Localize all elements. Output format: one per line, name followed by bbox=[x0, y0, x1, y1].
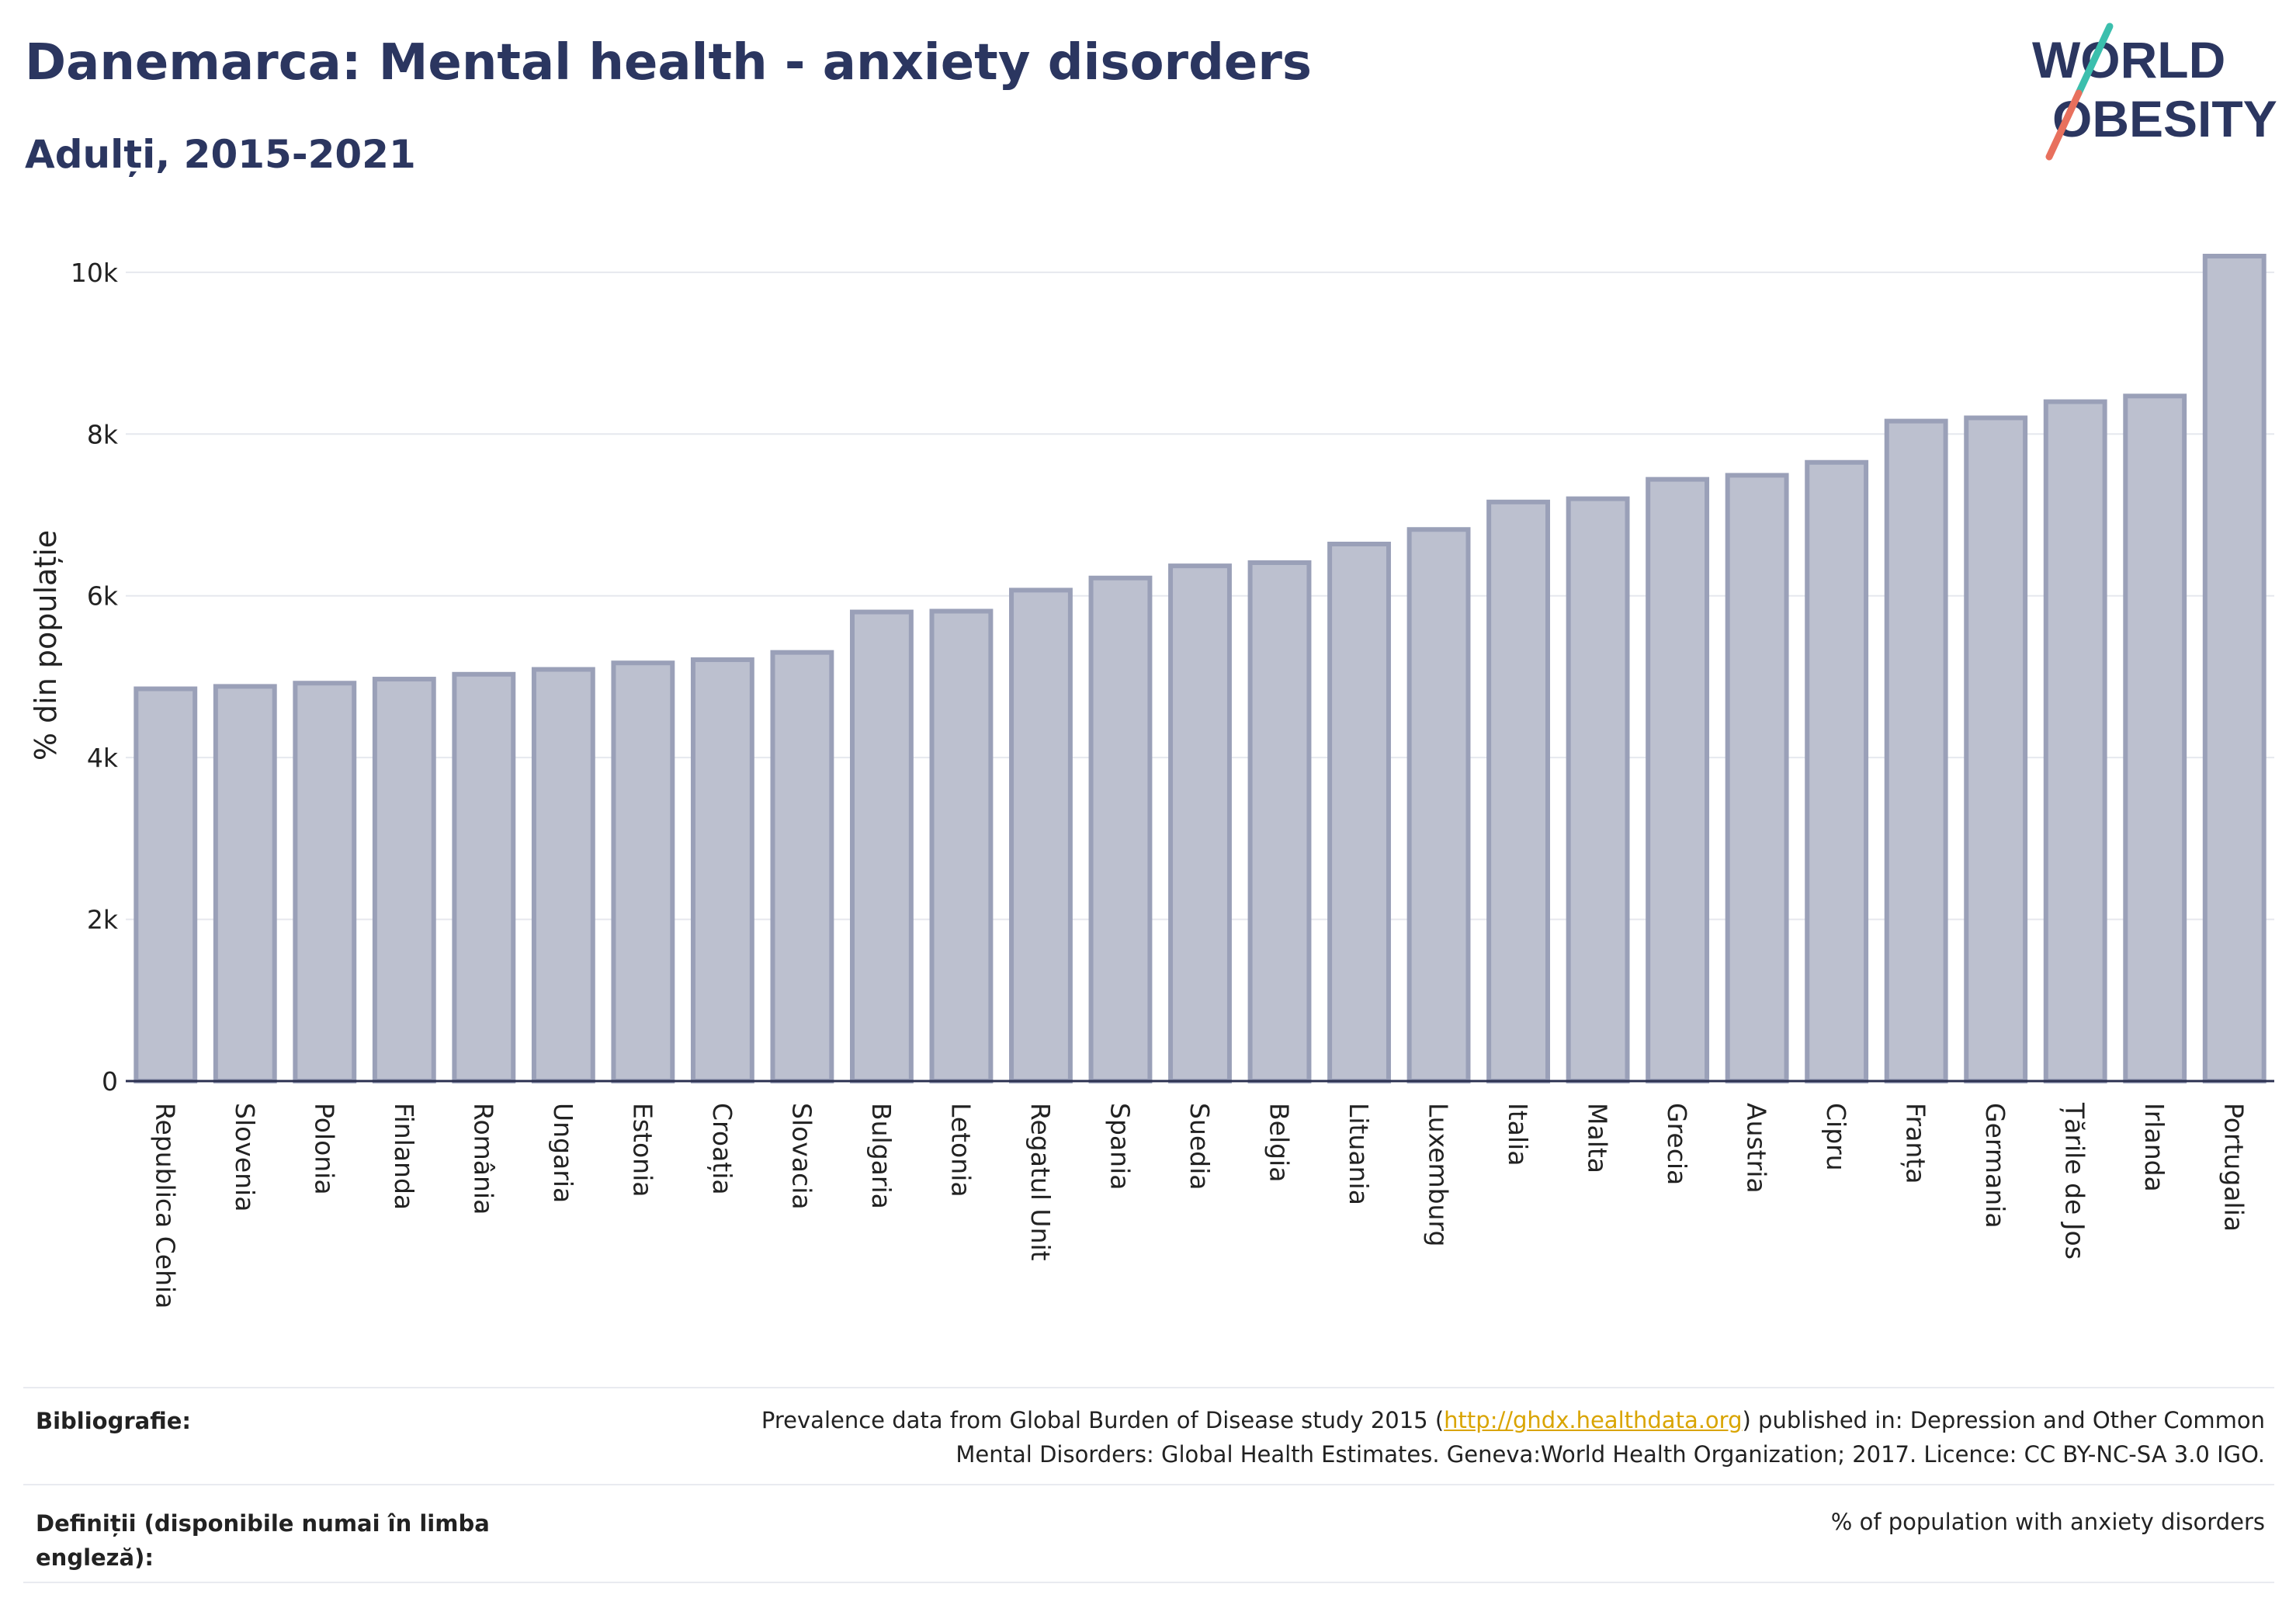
bibliography-text: Prevalence data from Global Burden of Di… bbox=[761, 1407, 2265, 1468]
x-tick-label: Cipru bbox=[1821, 1103, 1851, 1171]
bar bbox=[1088, 575, 1153, 1083]
bar-chart: 0 2k 4k 6k 8k 10k Republica Cehia Slovenia Polo… bbox=[29, 254, 2274, 1308]
footer-divider bbox=[23, 1582, 2274, 1583]
definitions-text: % of population with anxiety disorders bbox=[1830, 1509, 2265, 1535]
bar bbox=[1725, 473, 1789, 1083]
x-tick-label: Franța bbox=[1900, 1103, 1931, 1184]
x-tick-label: Portugalia bbox=[2219, 1103, 2249, 1232]
bar bbox=[1009, 587, 1073, 1083]
x-axis-ticks: Republica Cehia Slovenia Polonia Finlanda Ro… bbox=[150, 1102, 2249, 1308]
bar bbox=[849, 609, 914, 1083]
bar bbox=[611, 660, 675, 1083]
footer-divider bbox=[23, 1387, 2274, 1388]
bar bbox=[1406, 527, 1471, 1083]
x-tick-label: Letonia bbox=[945, 1103, 976, 1197]
bar bbox=[1884, 418, 1948, 1083]
bar bbox=[690, 657, 754, 1083]
logo-line1: WORLD bbox=[2032, 31, 2225, 88]
x-tick-label: Suedia bbox=[1184, 1103, 1215, 1191]
x-tick-label: Republica Cehia bbox=[150, 1103, 180, 1308]
x-tick-label: Malta bbox=[1583, 1103, 1613, 1173]
y-tick-label: 2k bbox=[87, 905, 119, 935]
x-tick-label: Italia bbox=[1503, 1103, 1533, 1166]
bar bbox=[1805, 459, 1869, 1083]
bar bbox=[531, 667, 595, 1083]
world-obesity-logo: WORLD OBESITY bbox=[2032, 23, 2277, 161]
bar bbox=[134, 686, 198, 1083]
bar bbox=[1486, 499, 1551, 1083]
y-axis-label: % din populație bbox=[29, 530, 63, 761]
y-tick-label: 6k bbox=[87, 581, 119, 612]
bar bbox=[1247, 560, 1312, 1083]
x-tick-label: Austria bbox=[1742, 1103, 1772, 1194]
bar bbox=[293, 681, 357, 1083]
x-tick-label: Regatul Unit bbox=[1025, 1103, 1056, 1261]
bar bbox=[1964, 415, 2028, 1083]
x-tick-label: Spania bbox=[1105, 1103, 1135, 1190]
bar bbox=[1566, 496, 1630, 1083]
bibliography-label: Bibliografie: bbox=[36, 1408, 191, 1434]
x-tick-label: Țările de Jos bbox=[2059, 1102, 2090, 1260]
bar bbox=[2123, 393, 2187, 1083]
bar bbox=[1327, 542, 1391, 1083]
chart-title: Danemarca: Mental health - anxiety disor… bbox=[25, 34, 1312, 92]
x-tick-label: Grecia bbox=[1662, 1103, 1692, 1185]
x-tick-label: Estonia bbox=[627, 1103, 657, 1197]
bar bbox=[929, 608, 994, 1083]
logo-line2: OBESITY bbox=[2052, 90, 2277, 147]
bar bbox=[2202, 254, 2267, 1083]
bar bbox=[1646, 477, 1710, 1083]
definitions-row: Definiții (disponibile numai în limba eng… bbox=[23, 1502, 2274, 1579]
x-tick-label: Polonia bbox=[309, 1103, 339, 1195]
bar bbox=[2043, 399, 2107, 1083]
x-tick-label: Bulgaria bbox=[866, 1103, 897, 1209]
x-tick-label: Slovacia bbox=[786, 1103, 817, 1210]
y-tick-label: 10k bbox=[71, 258, 119, 288]
y-tick-label: 8k bbox=[87, 419, 119, 449]
bar bbox=[452, 671, 516, 1083]
bars bbox=[134, 254, 2267, 1083]
bar bbox=[372, 677, 436, 1083]
x-tick-label: România bbox=[468, 1103, 498, 1215]
y-tick-label: 0 bbox=[102, 1066, 118, 1097]
y-tick-label: 4k bbox=[87, 743, 119, 773]
bar bbox=[770, 650, 834, 1083]
bibliography-link[interactable]: http://ghdx.healthdata.org bbox=[1444, 1407, 1743, 1433]
footer-divider bbox=[23, 1484, 2274, 1485]
x-tick-label: Belgia bbox=[1264, 1103, 1295, 1182]
bar bbox=[213, 684, 277, 1083]
x-tick-label: Germania bbox=[1980, 1103, 2010, 1229]
x-tick-label: Luxemburg bbox=[1424, 1103, 1454, 1246]
x-tick-label: Slovenia bbox=[230, 1103, 260, 1211]
x-tick-label: Ungaria bbox=[548, 1103, 578, 1203]
chart-subtitle: Adulți, 2015-2021 bbox=[25, 132, 416, 177]
x-tick-label: Irlanda bbox=[2139, 1103, 2169, 1192]
x-tick-label: Croația bbox=[706, 1103, 737, 1195]
definitions-label: Definiții (disponibile numai în limba eng… bbox=[36, 1510, 490, 1571]
y-axis-ticks: 0 2k 4k 6k 8k 10k bbox=[71, 258, 119, 1097]
bar bbox=[1168, 563, 1232, 1083]
bibliography-row: Bibliografie: Prevalence data from Globa… bbox=[23, 1405, 2274, 1482]
x-tick-label: Finlanda bbox=[389, 1103, 419, 1210]
x-tick-label: Lituania bbox=[1344, 1103, 1374, 1205]
